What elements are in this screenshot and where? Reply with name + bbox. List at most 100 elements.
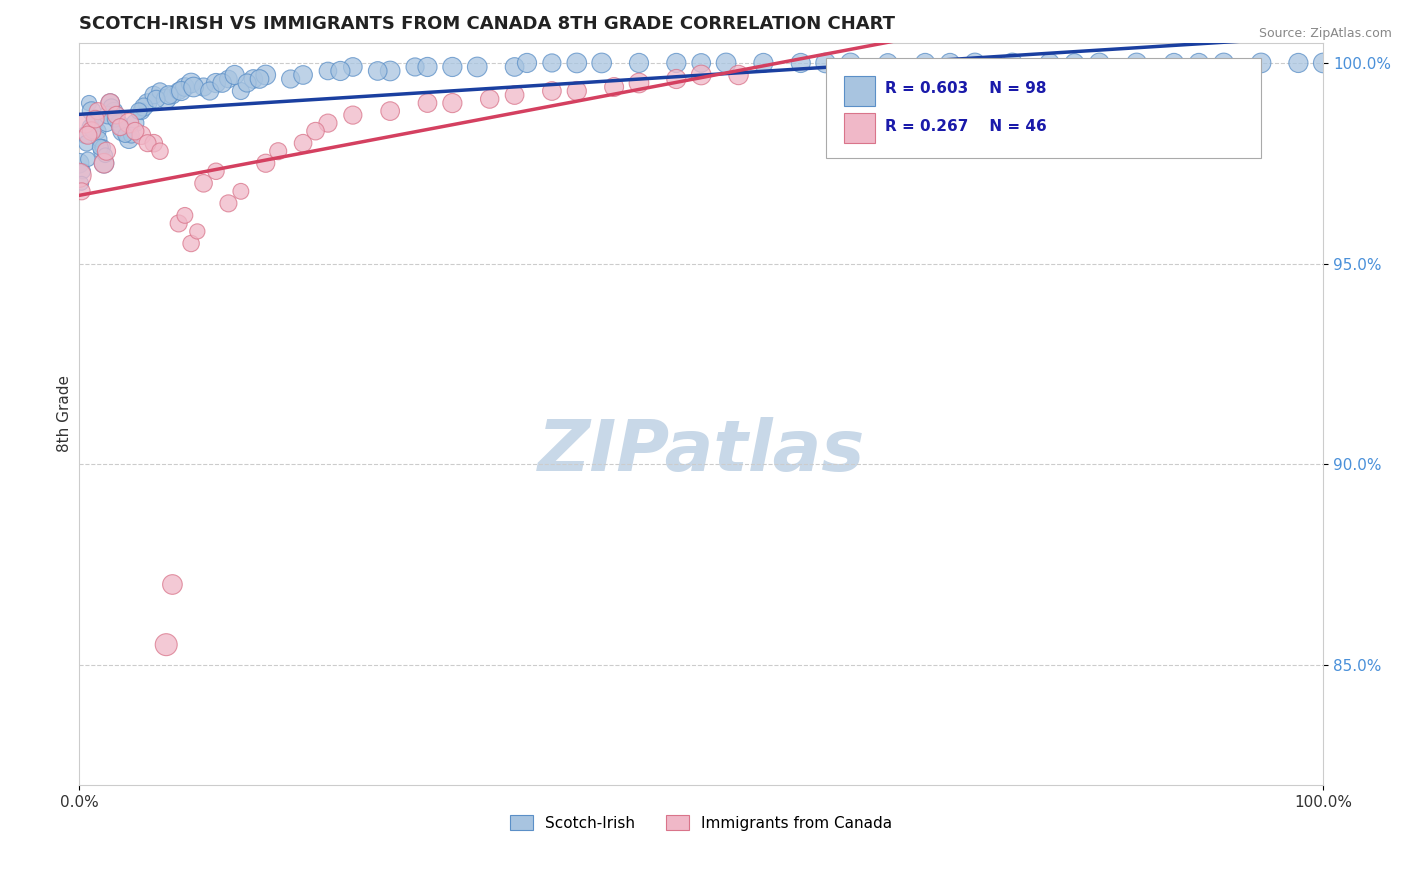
Point <box>367 64 389 78</box>
Point <box>441 96 464 111</box>
Point <box>516 56 538 70</box>
Point <box>82 124 104 138</box>
Point <box>378 64 401 78</box>
Point <box>108 120 131 135</box>
Point <box>180 236 202 251</box>
Point <box>304 124 326 138</box>
Point <box>267 145 290 159</box>
Point <box>939 56 962 70</box>
Point <box>690 56 713 70</box>
Point <box>752 56 775 70</box>
Point <box>205 164 228 178</box>
Point <box>503 60 526 74</box>
Point <box>108 116 131 130</box>
Point <box>541 56 564 70</box>
Point <box>98 96 121 111</box>
FancyBboxPatch shape <box>844 77 876 106</box>
Point <box>727 68 749 82</box>
Point <box>132 100 155 114</box>
FancyBboxPatch shape <box>825 58 1261 158</box>
Point <box>876 56 898 70</box>
Point <box>342 108 364 122</box>
Point <box>111 124 134 138</box>
Point <box>170 84 193 98</box>
Point <box>128 104 150 119</box>
Point <box>114 128 136 143</box>
Text: SCOTCH-IRISH VS IMMIGRANTS FROM CANADA 8TH GRADE CORRELATION CHART: SCOTCH-IRISH VS IMMIGRANTS FROM CANADA 8… <box>79 15 896 33</box>
Point <box>173 80 195 95</box>
Point <box>93 156 115 170</box>
Point <box>87 104 110 119</box>
Text: Source: ZipAtlas.com: Source: ZipAtlas.com <box>1258 27 1392 40</box>
Point <box>103 104 125 119</box>
Point <box>665 72 688 87</box>
Point <box>280 72 302 87</box>
Point <box>242 72 264 87</box>
Point <box>814 56 837 70</box>
Point <box>914 56 936 70</box>
Point <box>1250 56 1272 70</box>
Point <box>145 92 167 106</box>
Point <box>193 80 215 95</box>
Point <box>131 104 153 119</box>
Point <box>217 72 239 87</box>
Point <box>1212 56 1234 70</box>
Point <box>1038 56 1060 70</box>
Point <box>316 116 339 130</box>
Point <box>162 577 184 591</box>
Point <box>67 156 90 170</box>
Legend: Scotch-Irish, Immigrants from Canada: Scotch-Irish, Immigrants from Canada <box>505 809 898 837</box>
Point <box>565 56 588 70</box>
Point <box>465 60 488 74</box>
Point <box>75 116 97 130</box>
Point <box>124 116 146 130</box>
Point <box>108 120 131 135</box>
Point <box>963 56 986 70</box>
Point <box>627 76 650 90</box>
Point <box>149 84 172 98</box>
Point <box>198 84 221 98</box>
Point <box>70 176 93 190</box>
Point <box>97 108 120 122</box>
Point <box>118 132 141 146</box>
Point <box>1188 56 1211 70</box>
Point <box>157 88 180 103</box>
Point <box>839 56 862 70</box>
Point <box>292 136 315 151</box>
Point <box>76 128 98 143</box>
Point <box>254 156 277 170</box>
Point <box>96 116 118 130</box>
Point <box>118 116 141 130</box>
Point <box>80 124 103 138</box>
Point <box>142 88 165 103</box>
Point <box>120 128 142 143</box>
Point <box>217 196 239 211</box>
Point <box>229 84 252 98</box>
Point <box>75 128 97 143</box>
Point <box>416 60 439 74</box>
Point <box>70 184 93 198</box>
Point <box>105 108 128 122</box>
Text: R = 0.603    N = 98: R = 0.603 N = 98 <box>886 81 1047 96</box>
Point <box>254 68 277 82</box>
Point <box>136 136 159 151</box>
Point <box>1163 56 1185 70</box>
Point <box>155 638 177 652</box>
Point <box>136 96 159 111</box>
Point <box>83 116 105 130</box>
Point <box>87 124 110 138</box>
Point <box>205 76 228 90</box>
Point <box>565 84 588 98</box>
Point <box>503 88 526 103</box>
Point <box>84 112 107 127</box>
Point <box>378 104 401 119</box>
Point <box>1286 56 1309 70</box>
Point <box>790 56 813 70</box>
Point <box>292 68 315 82</box>
Point <box>124 124 146 138</box>
Point <box>1001 56 1024 70</box>
Point <box>91 140 114 154</box>
Point <box>173 208 195 222</box>
Point <box>665 56 688 70</box>
Point <box>229 184 252 198</box>
